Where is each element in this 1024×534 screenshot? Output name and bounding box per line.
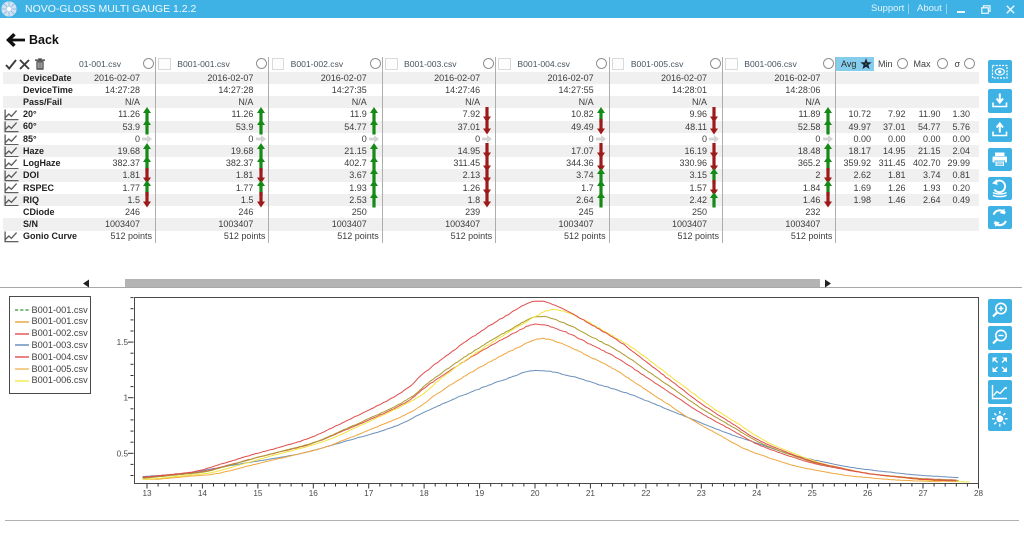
svg-text:15: 15: [253, 489, 263, 498]
svg-text:14: 14: [198, 489, 208, 498]
svg-text:25: 25: [808, 489, 818, 498]
svg-text:28: 28: [974, 489, 984, 498]
svg-text:1.5: 1.5: [117, 338, 129, 347]
svg-text:21: 21: [586, 489, 596, 498]
svg-text:13: 13: [142, 489, 152, 498]
svg-text:16: 16: [309, 489, 319, 498]
svg-text:26: 26: [863, 489, 873, 498]
svg-text:27: 27: [918, 489, 928, 498]
svg-text:22: 22: [641, 489, 651, 498]
svg-text:23: 23: [697, 489, 707, 498]
svg-text:17: 17: [364, 489, 374, 498]
svg-text:20: 20: [530, 489, 540, 498]
svg-text:1: 1: [123, 394, 128, 403]
svg-text:19: 19: [475, 489, 485, 498]
svg-text:18: 18: [420, 489, 430, 498]
svg-text:0.5: 0.5: [117, 449, 129, 458]
svg-text:24: 24: [752, 489, 762, 498]
